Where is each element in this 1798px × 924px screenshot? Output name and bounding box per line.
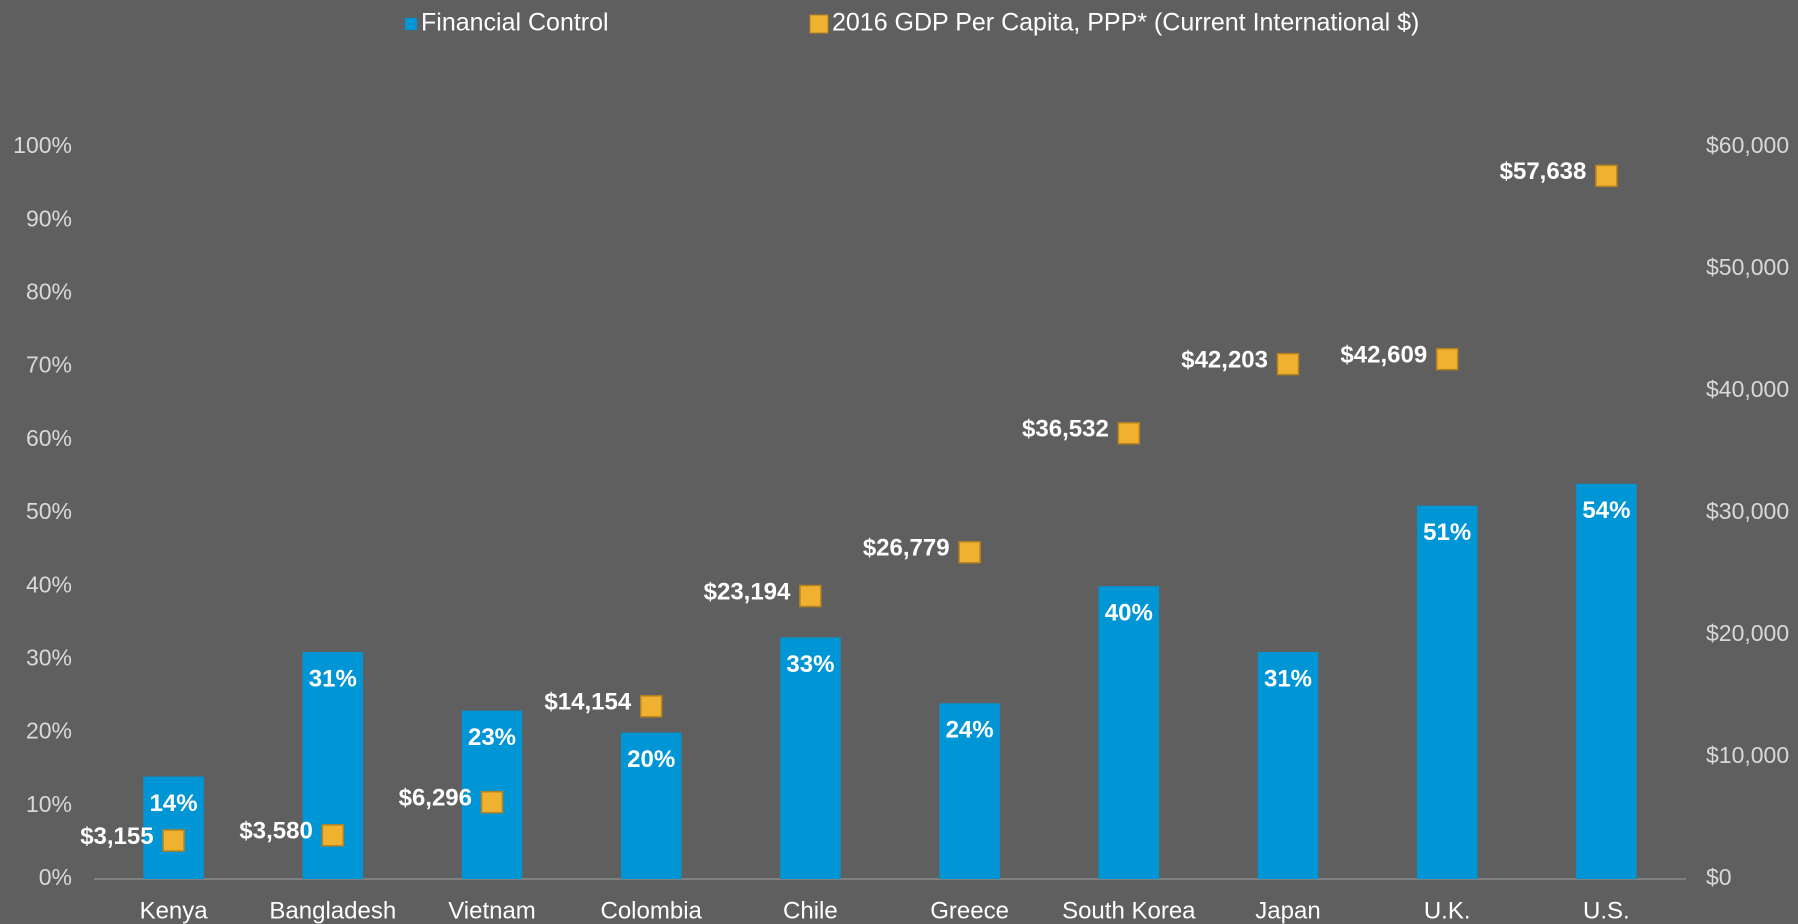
x-tick-label: Chile xyxy=(783,897,838,924)
y2-tick-label: $30,000 xyxy=(1706,498,1789,524)
marker xyxy=(639,695,663,718)
y-tick-label: 50% xyxy=(26,498,72,524)
y-tick-label: 80% xyxy=(26,278,72,304)
marker-value-label: $3,580 xyxy=(239,818,312,845)
legend-label: Financial Control xyxy=(421,9,609,37)
y-tick-label: 20% xyxy=(26,718,72,744)
marker xyxy=(1276,352,1300,376)
y2-tick-label: $40,000 xyxy=(1706,376,1789,402)
marker xyxy=(1435,347,1459,371)
x-tick-label: Colombia xyxy=(601,897,703,924)
y-tick-label: 40% xyxy=(26,571,72,597)
x-tick-label: Bangladesh xyxy=(269,897,396,924)
bar xyxy=(1098,586,1160,879)
y2-tick-label: $20,000 xyxy=(1706,620,1789,646)
marker xyxy=(162,829,185,852)
marker-value-label: $6,296 xyxy=(399,785,472,812)
bar xyxy=(620,732,682,879)
y-tick-label: 30% xyxy=(26,644,72,670)
bar xyxy=(1257,652,1319,879)
x-tick-label: Japan xyxy=(1255,897,1320,924)
y-tick-label: 90% xyxy=(26,205,72,231)
bar xyxy=(1416,505,1478,879)
marker-value-label: $36,532 xyxy=(1022,416,1109,443)
y-tick-label: 70% xyxy=(26,352,72,378)
marker xyxy=(958,541,981,564)
y2-tick-label: $0 xyxy=(1706,864,1732,890)
bar-value-label: 51% xyxy=(1423,519,1471,546)
marker xyxy=(799,584,822,608)
y2-tick-label: $10,000 xyxy=(1706,742,1789,768)
y-tick-label: 60% xyxy=(26,425,72,451)
y2-tick-label: $60,000 xyxy=(1706,132,1789,158)
bar-value-label: 54% xyxy=(1582,497,1630,524)
bar-value-label: 33% xyxy=(786,651,834,678)
x-tick-label: U.K. xyxy=(1424,897,1471,924)
bar-value-label: 40% xyxy=(1105,600,1153,627)
marker xyxy=(1595,164,1618,188)
bar-value-label: 23% xyxy=(468,724,516,751)
marker xyxy=(480,790,504,814)
marker-value-label: $23,194 xyxy=(704,578,791,605)
marker-value-label: $3,155 xyxy=(80,823,153,850)
y-tick-label: 10% xyxy=(26,791,72,817)
y2-tick-label: $50,000 xyxy=(1706,254,1789,280)
legend-marker xyxy=(405,18,417,30)
y-tick-label: 100% xyxy=(13,132,72,158)
x-tick-label: Greece xyxy=(930,897,1009,924)
bar xyxy=(780,637,841,879)
legend-label: 2016 GDP Per Capita, PPP* (Current Inter… xyxy=(832,9,1419,37)
bar-value-label: 31% xyxy=(1264,665,1312,692)
bar xyxy=(1576,483,1637,879)
bar-value-label: 31% xyxy=(309,665,357,692)
marker-value-label: $57,638 xyxy=(1500,158,1587,185)
bar xyxy=(143,776,204,879)
marker xyxy=(1117,422,1141,445)
bar-value-label: 24% xyxy=(946,717,994,744)
marker xyxy=(321,824,345,847)
legend-marker xyxy=(809,14,829,34)
bar xyxy=(939,703,1000,879)
bar-value-label: 14% xyxy=(150,790,198,817)
bar-value-label: 20% xyxy=(627,746,675,773)
marker-value-label: $42,609 xyxy=(1340,342,1427,369)
marker-value-label: $14,154 xyxy=(544,689,631,716)
marker-value-label: $42,203 xyxy=(1181,346,1268,373)
x-tick-label: Vietnam xyxy=(448,897,536,924)
y-tick-label: 0% xyxy=(39,864,72,890)
x-tick-label: Kenya xyxy=(140,897,209,924)
x-tick-label: U.S. xyxy=(1583,897,1630,924)
marker-value-label: $26,779 xyxy=(863,535,950,562)
x-tick-label: South Korea xyxy=(1062,897,1196,924)
